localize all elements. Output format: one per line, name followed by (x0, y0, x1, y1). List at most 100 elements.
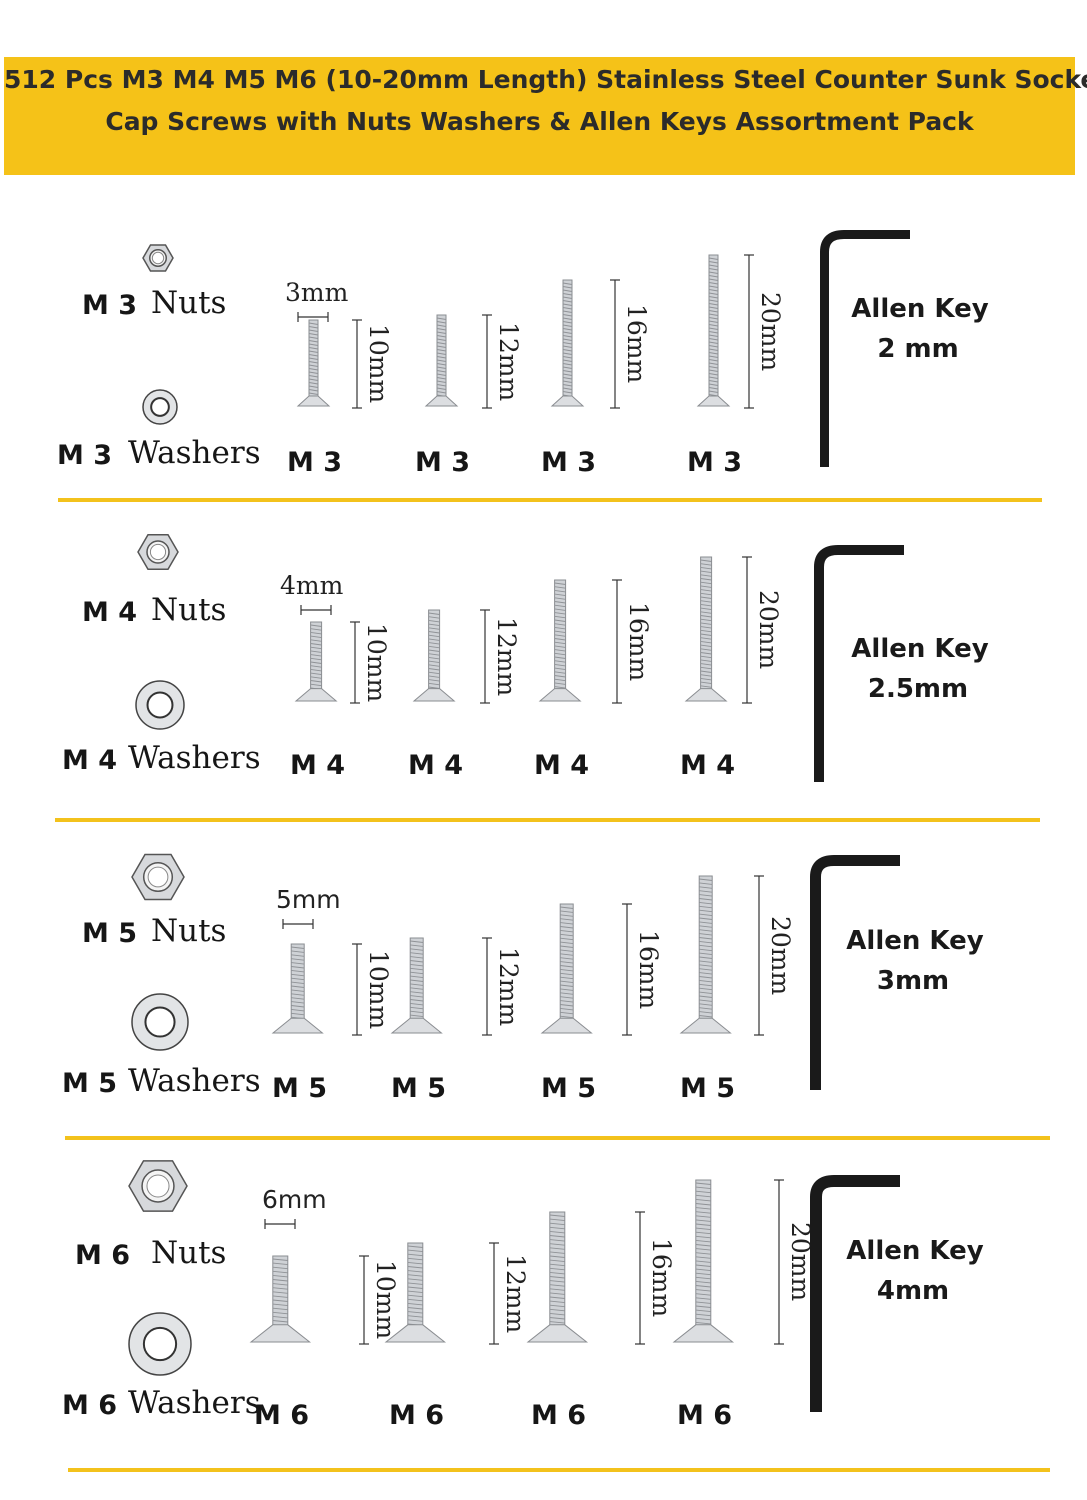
section-divider (55, 818, 1040, 822)
nuts-word-label: Nuts (151, 1235, 227, 1271)
screw-size-label: M 3 (541, 447, 597, 478)
washers-size-label: M 3 (57, 440, 113, 471)
countersunk-screw-icon (296, 319, 330, 407)
section-divider (58, 498, 1042, 502)
allen-key-icon (810, 855, 900, 1090)
allen-key-icon (810, 1175, 900, 1412)
washers-word-label: Washers (128, 740, 261, 776)
countersunk-screw-icon (271, 943, 325, 1034)
allen-key-label: Allen Key (851, 634, 989, 664)
screw-length-label: 16mm (622, 304, 651, 384)
nuts-word-label: Nuts (151, 913, 227, 949)
length-bracket-icon (489, 1242, 499, 1345)
diameter-label: 3mm (285, 278, 349, 307)
countersunk-screw-icon (550, 279, 584, 407)
nuts-size-label: M 6 (75, 1240, 131, 1271)
allen-key-icon (820, 230, 910, 467)
washer-icon (131, 993, 189, 1051)
screw-size-label: M 5 (680, 1073, 736, 1104)
diameter-arrow-icon (264, 1219, 296, 1229)
washers-word-label: Washers (128, 1063, 261, 1099)
hex-nut-icon (131, 853, 185, 901)
countersunk-screw-icon (390, 937, 444, 1034)
washer-icon (142, 389, 178, 425)
screw-length-label: 12mm (494, 946, 523, 1026)
washers-size-label: M 5 (62, 1068, 118, 1099)
length-bracket-icon (612, 579, 622, 704)
title-line-1: 512 Pcs M3 M4 M5 M6 (10-20mm Length) Sta… (4, 65, 1087, 94)
screw-length-label: 20mm (756, 291, 785, 371)
countersunk-screw-icon (294, 621, 338, 702)
allen-key-label: Allen Key (846, 926, 984, 956)
countersunk-screw-icon (249, 1255, 311, 1343)
length-bracket-icon (610, 279, 620, 409)
length-bracket-icon (480, 609, 490, 704)
allen-key-icon (814, 545, 904, 782)
hex-nut-icon (137, 533, 179, 571)
screw-size-label: M 3 (287, 447, 343, 478)
diameter-label: 4mm (280, 571, 344, 600)
length-bracket-icon (635, 1211, 645, 1345)
countersunk-screw-icon (538, 579, 582, 702)
washer-icon (135, 680, 185, 730)
length-bracket-icon (482, 314, 492, 409)
length-bracket-icon (744, 254, 754, 409)
washer-icon (128, 1312, 192, 1376)
diameter-arrow-icon (297, 312, 329, 322)
countersunk-screw-icon (540, 903, 594, 1034)
nuts-size-label: M 3 (82, 290, 138, 321)
screw-length-label: 10mm (362, 622, 391, 702)
length-bracket-icon (774, 1179, 784, 1345)
screw-length-label: 12mm (492, 616, 521, 696)
hex-nut-icon (128, 1160, 188, 1212)
screw-size-label: M 6 (389, 1400, 445, 1431)
allen-key-size-label: 2 mm (877, 334, 959, 364)
length-bracket-icon (754, 875, 764, 1036)
screw-length-label: 20mm (766, 915, 795, 995)
allen-key-size-label: 4mm (876, 1276, 950, 1306)
countersunk-screw-icon (384, 1242, 446, 1343)
washers-word-label: Washers (128, 435, 261, 471)
length-bracket-icon (742, 556, 752, 704)
diameter-arrow-icon (282, 919, 314, 929)
countersunk-screw-icon (684, 556, 728, 702)
screw-size-label: M 5 (541, 1073, 597, 1104)
screw-length-label: 20mm (754, 590, 783, 670)
length-bracket-icon (622, 903, 632, 1036)
countersunk-screw-icon (526, 1211, 588, 1343)
title-banner: 512 Pcs M3 M4 M5 M6 (10-20mm Length) Sta… (4, 57, 1087, 175)
countersunk-screw-icon (679, 875, 733, 1034)
length-bracket-icon (359, 1255, 369, 1345)
nuts-size-label: M 5 (82, 918, 138, 949)
section-divider (68, 1468, 1050, 1472)
washers-size-label: M 6 (62, 1390, 118, 1421)
diameter-label: 5mm (276, 885, 341, 914)
length-bracket-icon (352, 319, 362, 409)
diameter-label: 6mm (262, 1185, 327, 1214)
screw-size-label: M 4 (408, 750, 464, 781)
allen-key-label: Allen Key (846, 1236, 984, 1266)
screw-length-label: 16mm (624, 601, 653, 681)
screw-size-label: M 4 (534, 750, 590, 781)
allen-key-label: Allen Key (851, 294, 989, 324)
screw-size-label: M 4 (680, 750, 736, 781)
allen-key-size-label: 2.5mm (867, 674, 969, 704)
section-divider (65, 1136, 1050, 1140)
nuts-word-label: Nuts (151, 285, 227, 321)
title-line-2: Cap Screws with Nuts Washers & Allen Key… (105, 107, 974, 136)
screw-size-label: M 5 (272, 1073, 328, 1104)
nuts-word-label: Nuts (151, 592, 227, 628)
nuts-size-label: M 4 (82, 597, 138, 628)
screw-size-label: M 6 (254, 1400, 310, 1431)
screw-length-label: 10mm (364, 324, 393, 404)
countersunk-screw-icon (672, 1179, 734, 1343)
countersunk-screw-icon (412, 609, 456, 702)
countersunk-screw-icon (696, 254, 730, 407)
screw-length-label: 10mm (364, 949, 393, 1029)
hex-nut-icon (142, 244, 174, 272)
screw-size-label: M 6 (677, 1400, 733, 1431)
countersunk-screw-icon (424, 314, 458, 407)
length-bracket-icon (350, 621, 360, 704)
screw-size-label: M 5 (391, 1073, 447, 1104)
washers-word-label: Washers (128, 1385, 261, 1421)
